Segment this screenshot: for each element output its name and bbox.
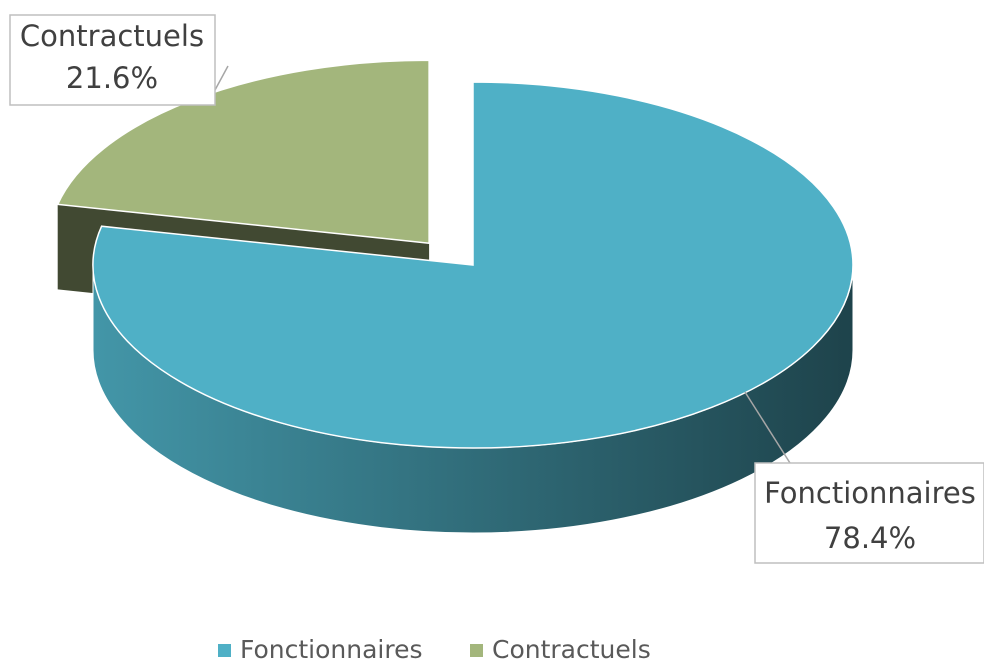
legend-swatch [470,644,483,657]
data-label-name: Fonctionnaires [764,476,976,510]
leader-line [744,391,791,464]
data-label-name: Contractuels [20,19,204,53]
data-label-value: 78.4% [824,521,916,555]
leader-line [214,65,229,91]
slice [92,81,854,449]
legend-label: Fonctionnaires [240,635,423,661]
label-box [9,14,216,106]
data-label-value: 21.6% [66,61,158,95]
label-box [754,462,984,564]
legend-swatch [218,644,231,657]
legend-label: Contractuels [492,635,651,661]
